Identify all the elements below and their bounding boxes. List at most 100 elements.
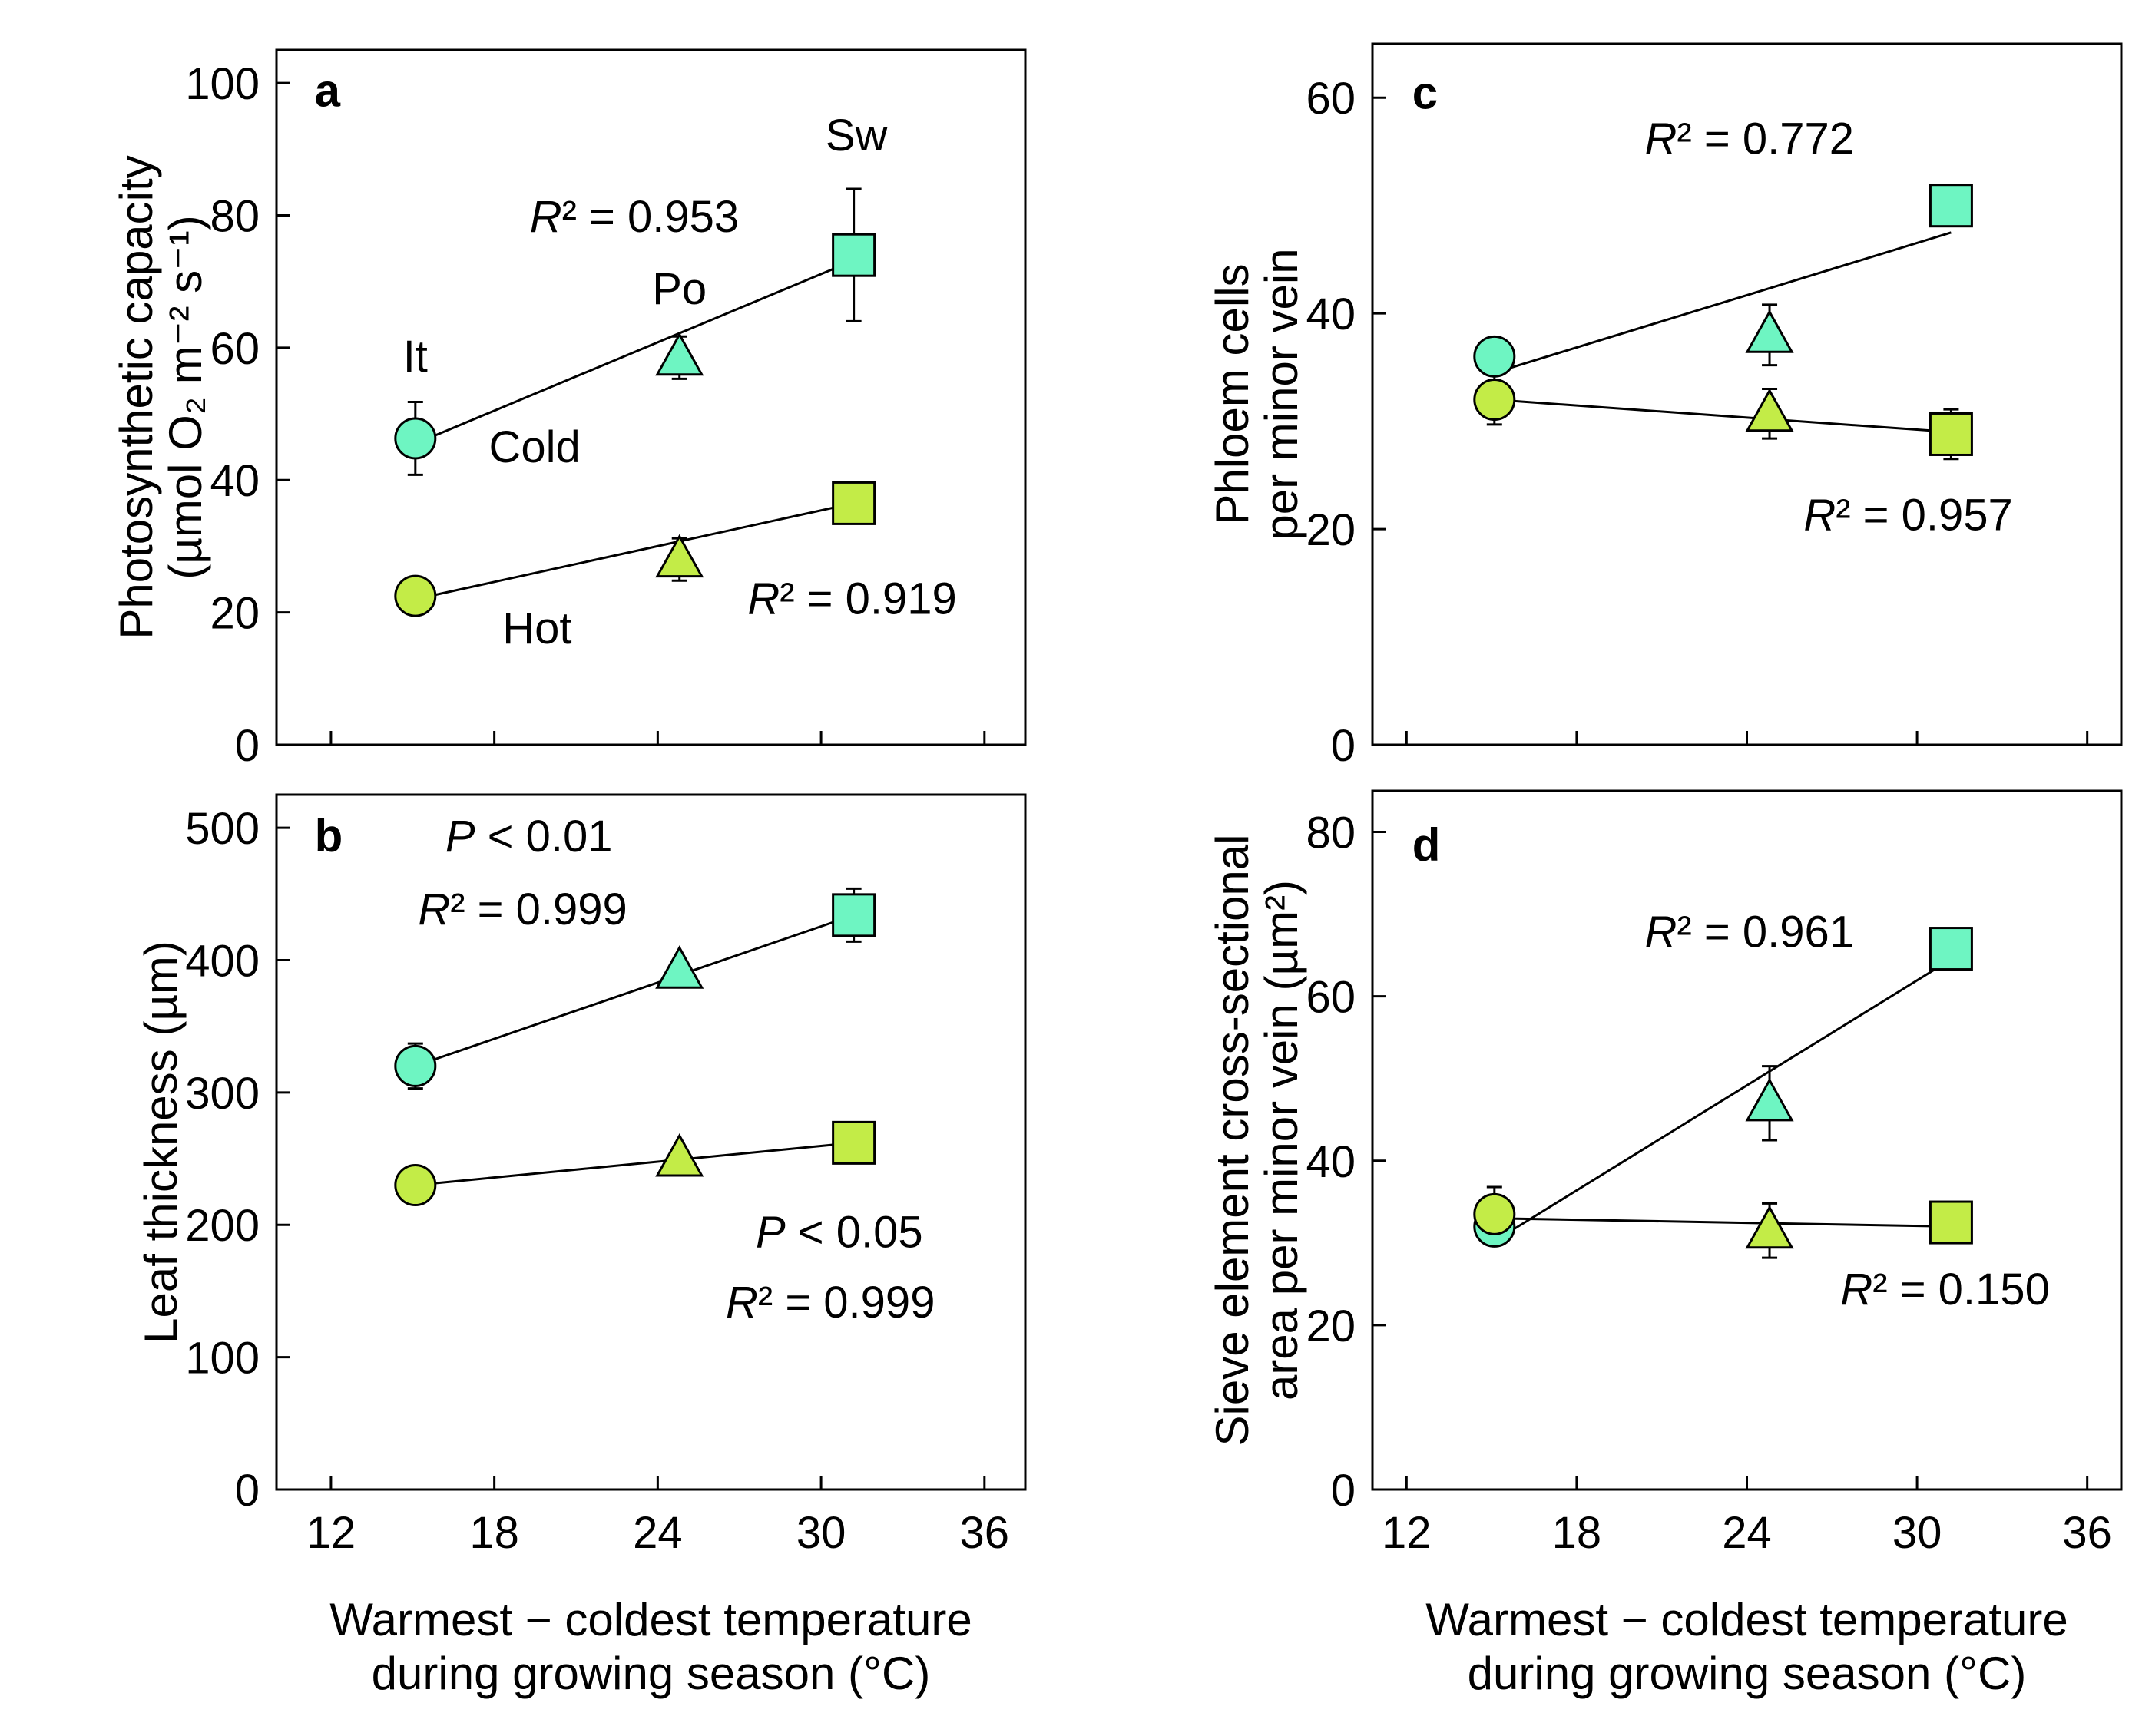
data-point-hot-square [1929, 1200, 1973, 1245]
y-tick-label: 60 [1306, 74, 1356, 124]
panel-d: 0 20 40 60 80 12 18 24 30 36 Sieve element cross-s… [1207, 789, 2123, 1699]
data-point-cold-square [832, 893, 876, 937]
x-axis-label: Warmest − coldest temperature [1425, 1594, 2068, 1645]
y-tick-label: 0 [1331, 721, 1356, 771]
fit-line-hot [415, 1141, 854, 1187]
fit-line-cold [415, 914, 855, 1067]
y-tick-label: 60 [1306, 973, 1356, 1023]
y-axis-label: per minor vein [1256, 248, 1307, 540]
panel-letter: c [1412, 67, 1438, 118]
plot-frame [275, 48, 1027, 746]
panel-a: 0 20 40 60 80 100 Photosynthetic capacity(µmol… [111, 48, 1027, 771]
fit-line-hot [1494, 1217, 1952, 1228]
y-tick-label: 20 [210, 589, 260, 639]
plot-frame [275, 793, 1027, 1491]
data-point-hot-square [832, 1120, 876, 1165]
x-tick-label: 24 [1722, 1508, 1772, 1558]
r-squared-label: R² = 0.150 [1840, 1265, 2049, 1314]
data-point-cold-square [1929, 184, 1973, 228]
x-tick-label: 24 [633, 1508, 683, 1558]
x-tick-label: 12 [1382, 1508, 1432, 1558]
r-squared-label: R² = 0.772 [1645, 114, 1854, 164]
r-squared-label: R² = 0.953 [530, 192, 739, 242]
y-tick-label: 40 [210, 456, 260, 506]
fit-line-cold [415, 259, 855, 445]
p-value-label: P < 0.01 [445, 812, 613, 861]
y-axis-label: Leaf thickness (µm) [135, 941, 187, 1344]
data-point-cold-triangle [655, 332, 704, 376]
data-point-cold-square [832, 233, 876, 277]
x-tick-label: 36 [2062, 1508, 2112, 1558]
fit-line-hot [415, 501, 854, 600]
data-point-cold-square [1929, 927, 1973, 971]
panel-letter: d [1412, 819, 1441, 871]
annotation-label: Cold [489, 422, 581, 472]
fit-line-hot [1494, 398, 1952, 434]
annotation-label: Sw [826, 111, 889, 160]
annotation-label: It [403, 332, 428, 382]
x-tick-label: 18 [469, 1508, 519, 1558]
data-point-hot-square [832, 481, 876, 525]
y-tick-label: 20 [1306, 1301, 1356, 1351]
r-squared-label: R² = 0.919 [747, 574, 956, 623]
y-tick-label: 200 [185, 1201, 260, 1251]
y-axis-label: Photosynthetic capacity [111, 155, 162, 639]
data-point-cold-circle [394, 417, 437, 460]
y-tick-label: 400 [185, 936, 260, 986]
x-tick-label: 30 [1892, 1508, 1942, 1558]
y-axis-label: area per minor vein (µm²) [1256, 880, 1307, 1400]
y-tick-label: 80 [210, 191, 260, 241]
y-tick-label: 40 [1306, 289, 1356, 339]
y-axis-label: Phloem cells [1207, 263, 1258, 524]
r-squared-label: R² = 0.961 [1645, 907, 1854, 957]
fit-line-cold [1494, 231, 1952, 374]
r-squared-label: R² = 0.957 [1803, 490, 2012, 540]
r-squared-label: R² = 0.999 [418, 885, 627, 934]
y-tick-label: 60 [210, 324, 260, 374]
y-tick-label: 80 [1306, 808, 1356, 858]
x-tick-label: 18 [1552, 1508, 1602, 1558]
data-point-cold-triangle [1745, 309, 1794, 353]
x-axis-label: during growing season (°C) [372, 1648, 931, 1699]
x-tick-label: 30 [796, 1508, 846, 1558]
panel-b: 0 100 200 300 400 500 12 18 24 30 36 Leaf thickness… [135, 793, 1027, 1699]
y-tick-label: 300 [185, 1069, 260, 1119]
x-axis-label: Warmest − coldest temperature [329, 1594, 972, 1645]
plot-frame [1371, 789, 2123, 1491]
annotation-label: Hot [502, 603, 571, 653]
y-tick-label: 0 [1331, 1466, 1356, 1516]
data-point-hot-circle [1473, 1192, 1516, 1235]
p-value-label: P < 0.05 [756, 1208, 923, 1258]
r-squared-label: R² = 0.999 [726, 1278, 935, 1328]
y-axis-label: Sieve element cross-sectional [1207, 834, 1258, 1446]
x-axis-label: during growing season (°C) [1468, 1648, 2027, 1699]
data-point-hot-circle [1473, 379, 1516, 422]
data-point-hot-triangle [1745, 1205, 1794, 1249]
y-axis-label: (µmol O₂ m⁻² s⁻¹) [160, 215, 211, 579]
y-tick-label: 0 [235, 1466, 260, 1516]
x-tick-label: 36 [960, 1508, 1010, 1558]
data-point-cold-circle [1473, 335, 1516, 378]
data-point-hot-triangle [655, 534, 704, 578]
data-point-hot-triangle [1745, 388, 1794, 432]
data-point-cold-circle [394, 1044, 437, 1087]
y-tick-label: 500 [185, 804, 260, 854]
y-tick-label: 40 [1306, 1137, 1356, 1187]
data-point-hot-triangle [655, 1133, 704, 1177]
y-tick-label: 20 [1306, 505, 1356, 555]
y-tick-label: 100 [185, 1334, 260, 1384]
panel-letter: a [315, 64, 341, 116]
data-point-hot-circle [394, 1164, 437, 1207]
data-point-cold-triangle [1745, 1077, 1794, 1122]
y-tick-label: 0 [235, 721, 260, 771]
y-tick-label: 100 [185, 59, 260, 109]
fit-line-cold [1511, 958, 1952, 1232]
annotation-label: Po [652, 264, 707, 314]
data-point-hot-square [1929, 412, 1973, 456]
x-tick-label: 12 [306, 1508, 356, 1558]
data-point-hot-circle [394, 574, 437, 617]
panel-letter: b [315, 810, 343, 861]
data-point-cold-triangle [655, 945, 704, 989]
